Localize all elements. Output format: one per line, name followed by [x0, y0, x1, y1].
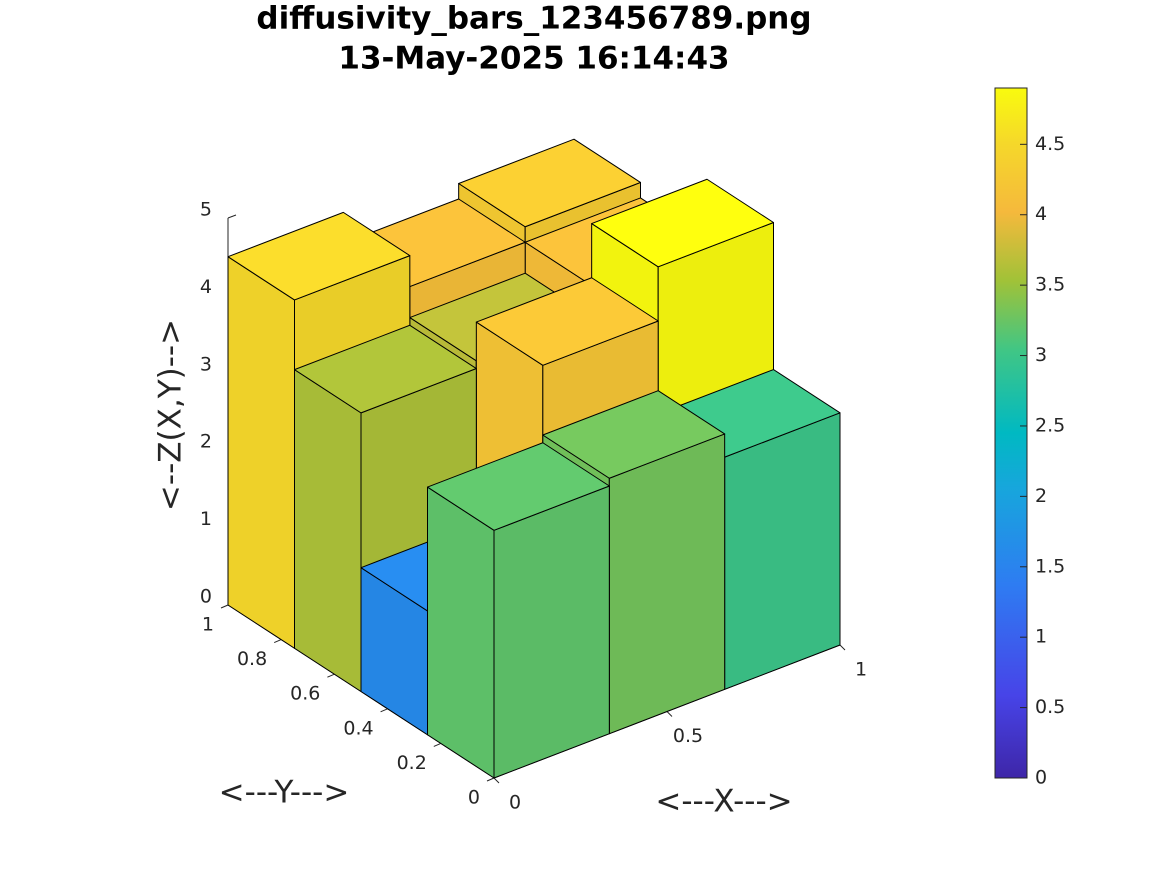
bar-top	[427, 442, 610, 531]
z-tick-label: 4	[200, 276, 212, 298]
z-tick-label: 0	[200, 586, 212, 608]
colorbar	[994, 87, 1028, 779]
bar-top	[542, 390, 726, 479]
x-tick	[839, 644, 846, 651]
x-axis-label: <---X--->	[655, 784, 792, 820]
bar-left	[294, 369, 362, 692]
bar	[427, 442, 610, 779]
colorbar-tick-label: 4	[1035, 203, 1047, 225]
colorbar-tick-label: 1.5	[1035, 555, 1065, 577]
z-tick	[227, 214, 237, 219]
x-tick-label: 0	[509, 792, 521, 814]
y-axis-label: <---Y--->	[219, 775, 350, 811]
y-tick	[380, 708, 388, 713]
chart-title: diffusivity_bars_123456789.png	[256, 1, 811, 37]
z-tick-label: 5	[200, 199, 212, 221]
z-tick-label: 3	[200, 353, 212, 375]
y-tick-label: 0.4	[343, 717, 373, 739]
y-tick-label: 0	[468, 787, 480, 809]
y-tick-label: 1	[202, 614, 214, 636]
bar-top	[294, 324, 477, 414]
bar-left	[227, 256, 295, 649]
y-tick-label: 0.6	[290, 683, 320, 705]
bar-front	[724, 412, 841, 690]
y-tick	[433, 742, 441, 747]
bar-front	[493, 485, 610, 779]
colorbar-tick-label: 3.5	[1035, 274, 1065, 296]
x-tick-label: 1	[855, 659, 867, 681]
colorbar-tick-label: 4.5	[1035, 133, 1065, 155]
colorbar-tick-label: 2	[1035, 485, 1047, 507]
y-tick	[327, 673, 335, 678]
x-tick-label: 0.5	[673, 725, 703, 747]
bar-top	[591, 178, 774, 268]
y-tick	[486, 777, 495, 782]
z-tick-label: 2	[200, 431, 212, 453]
colorbar-tick-label: 2.5	[1035, 414, 1065, 436]
x-tick	[666, 711, 673, 717]
z-tick-label: 1	[200, 508, 212, 530]
colorbar-tick-label: 0.5	[1035, 696, 1065, 718]
z-axis-label: <--Z(X,Y)-->	[153, 319, 189, 511]
colorbar-tick-label: 0	[1035, 767, 1047, 789]
y-tick	[220, 604, 229, 609]
bar-top	[458, 138, 641, 228]
bar-top	[227, 211, 411, 301]
bar-left	[427, 486, 495, 779]
chart-subtitle: 13-May-2025 16:14:43	[338, 41, 729, 77]
bar-front	[608, 433, 726, 735]
y-tick-label: 0.8	[237, 648, 267, 670]
colorbar-tick-label: 3	[1035, 344, 1047, 366]
y-tick-label: 0.2	[397, 752, 427, 774]
x-tick	[493, 777, 500, 784]
y-tick	[274, 639, 282, 644]
bar-top	[475, 277, 659, 366]
colorbar-tick-label: 1	[1035, 626, 1047, 648]
